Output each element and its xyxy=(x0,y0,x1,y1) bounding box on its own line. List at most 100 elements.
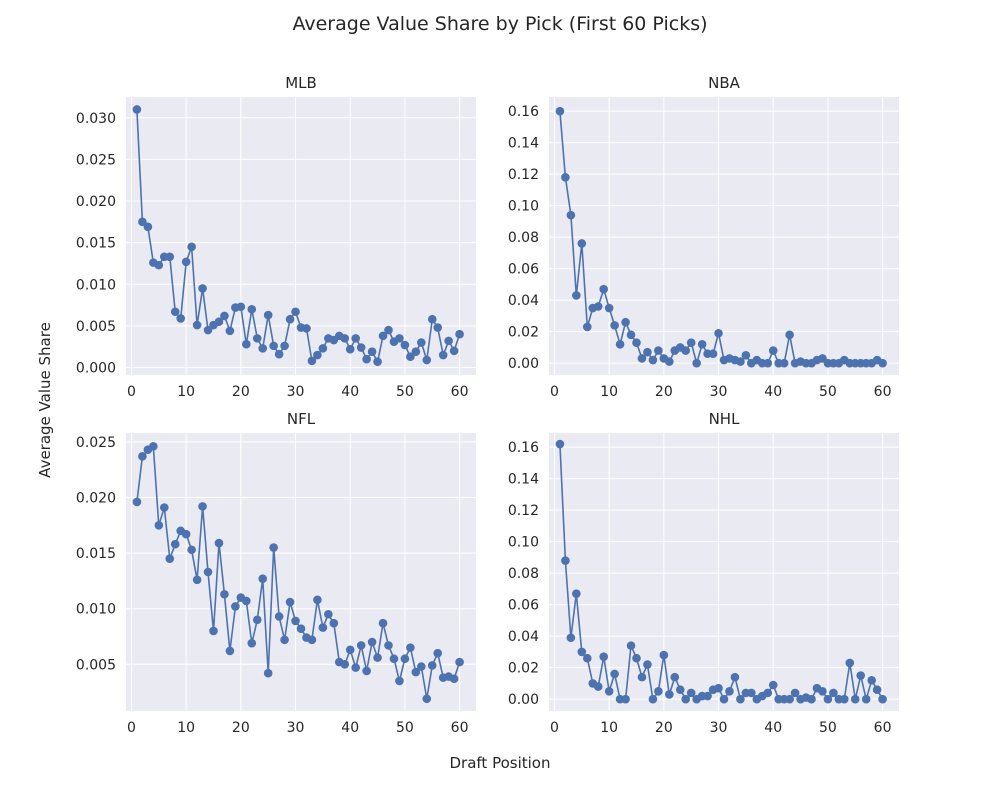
data-point xyxy=(258,344,268,353)
x-tick-label: 60 xyxy=(451,720,469,736)
panel-title-nhl: NHL xyxy=(709,410,741,428)
data-point xyxy=(708,349,718,359)
data-point xyxy=(555,106,565,116)
x-tick-label: 10 xyxy=(600,720,618,736)
data-point xyxy=(203,567,213,577)
data-point xyxy=(302,324,311,333)
data-point xyxy=(604,303,614,313)
panel-nhl: 0.00 0.02 0.04 0.06 0.08 0.10 0.12 0.14 0.16 0 10 2… xyxy=(508,410,899,736)
data-point xyxy=(181,257,191,267)
data-point xyxy=(422,694,432,704)
y-tick-label: 0.020 xyxy=(76,194,116,210)
data-point xyxy=(417,662,426,671)
data-point xyxy=(433,323,443,332)
y-tick-label: 0.08 xyxy=(508,230,539,246)
data-point xyxy=(400,654,410,664)
data-point xyxy=(203,325,213,335)
data-point xyxy=(313,595,322,605)
data-point xyxy=(725,687,734,696)
data-point xyxy=(455,657,464,667)
data-point xyxy=(665,357,674,366)
data-point xyxy=(291,307,300,317)
data-point xyxy=(829,688,838,698)
data-point xyxy=(741,351,751,360)
data-point xyxy=(291,616,300,626)
data-point xyxy=(637,354,647,363)
data-point xyxy=(637,672,647,682)
panel-title-mlb: MLB xyxy=(285,74,317,92)
data-point xyxy=(566,210,576,220)
x-tick-label: 0 xyxy=(127,384,136,400)
data-point xyxy=(181,529,191,539)
data-point xyxy=(719,694,729,704)
x-tick-label: 60 xyxy=(451,384,469,400)
y-tick-label: 0.06 xyxy=(508,262,539,278)
data-point xyxy=(340,334,350,343)
data-point xyxy=(187,242,196,252)
plot-area-mlb xyxy=(126,97,476,375)
data-point xyxy=(681,346,691,355)
data-point xyxy=(187,545,196,555)
data-point xyxy=(681,694,691,704)
data-point xyxy=(643,660,652,669)
x-tick-label: 30 xyxy=(287,720,305,736)
panel-nfl: 0.005 0.010 0.015 0.020 0.025 0 10 20 30 40 50 60 NF… xyxy=(76,410,476,736)
y-tick-label: 0.030 xyxy=(76,111,116,127)
data-point xyxy=(165,554,175,563)
data-point xyxy=(632,653,641,663)
data-point xyxy=(170,539,180,549)
data-point xyxy=(236,302,246,312)
data-point xyxy=(823,694,833,704)
x-tick-label: 20 xyxy=(655,384,673,400)
data-point xyxy=(220,311,229,321)
data-point xyxy=(582,322,592,332)
data-point xyxy=(176,314,185,323)
data-point xyxy=(138,217,147,227)
data-point xyxy=(686,688,696,698)
y-tick-label: 0.015 xyxy=(76,236,116,252)
data-point xyxy=(154,520,164,530)
data-point xyxy=(198,502,207,511)
data-point xyxy=(785,694,794,704)
data-point xyxy=(132,105,142,114)
data-point xyxy=(566,633,576,643)
data-point xyxy=(659,650,669,660)
x-tick-label: 10 xyxy=(600,384,618,400)
data-point xyxy=(779,358,789,368)
y-tick-label: 0.025 xyxy=(76,152,116,168)
data-point xyxy=(867,675,876,685)
data-point xyxy=(670,672,680,682)
data-point xyxy=(427,314,437,324)
figure-ylabel: Average Value Share xyxy=(36,322,54,478)
data-point xyxy=(582,653,592,663)
data-point xyxy=(626,641,636,650)
y-tick-label: 0.04 xyxy=(508,293,539,309)
data-point xyxy=(269,341,278,351)
data-point xyxy=(170,307,180,317)
data-point xyxy=(209,626,218,636)
data-point xyxy=(872,685,882,695)
figure-xlabel: Draft Position xyxy=(450,754,551,772)
data-point xyxy=(686,338,696,348)
panel-nba: 0.00 0.02 0.04 0.06 0.08 0.10 0.12 0.14 0.16 0 10 2… xyxy=(508,74,899,400)
data-point xyxy=(362,666,371,676)
data-point xyxy=(555,439,565,449)
data-point xyxy=(373,653,382,662)
data-point xyxy=(561,556,570,565)
data-point xyxy=(395,334,404,343)
data-point xyxy=(263,310,273,320)
y-tick-label: 0.06 xyxy=(508,598,539,614)
data-point xyxy=(714,328,723,338)
x-tick-label: 10 xyxy=(177,384,195,400)
data-point xyxy=(285,597,295,607)
data-point xyxy=(648,694,658,704)
data-point xyxy=(697,339,707,349)
data-point xyxy=(159,503,169,512)
data-point xyxy=(878,694,887,704)
x-tick-label: 0 xyxy=(550,720,559,736)
data-point xyxy=(572,291,581,300)
data-point xyxy=(362,354,371,364)
data-point xyxy=(367,347,377,356)
data-point xyxy=(654,346,663,355)
